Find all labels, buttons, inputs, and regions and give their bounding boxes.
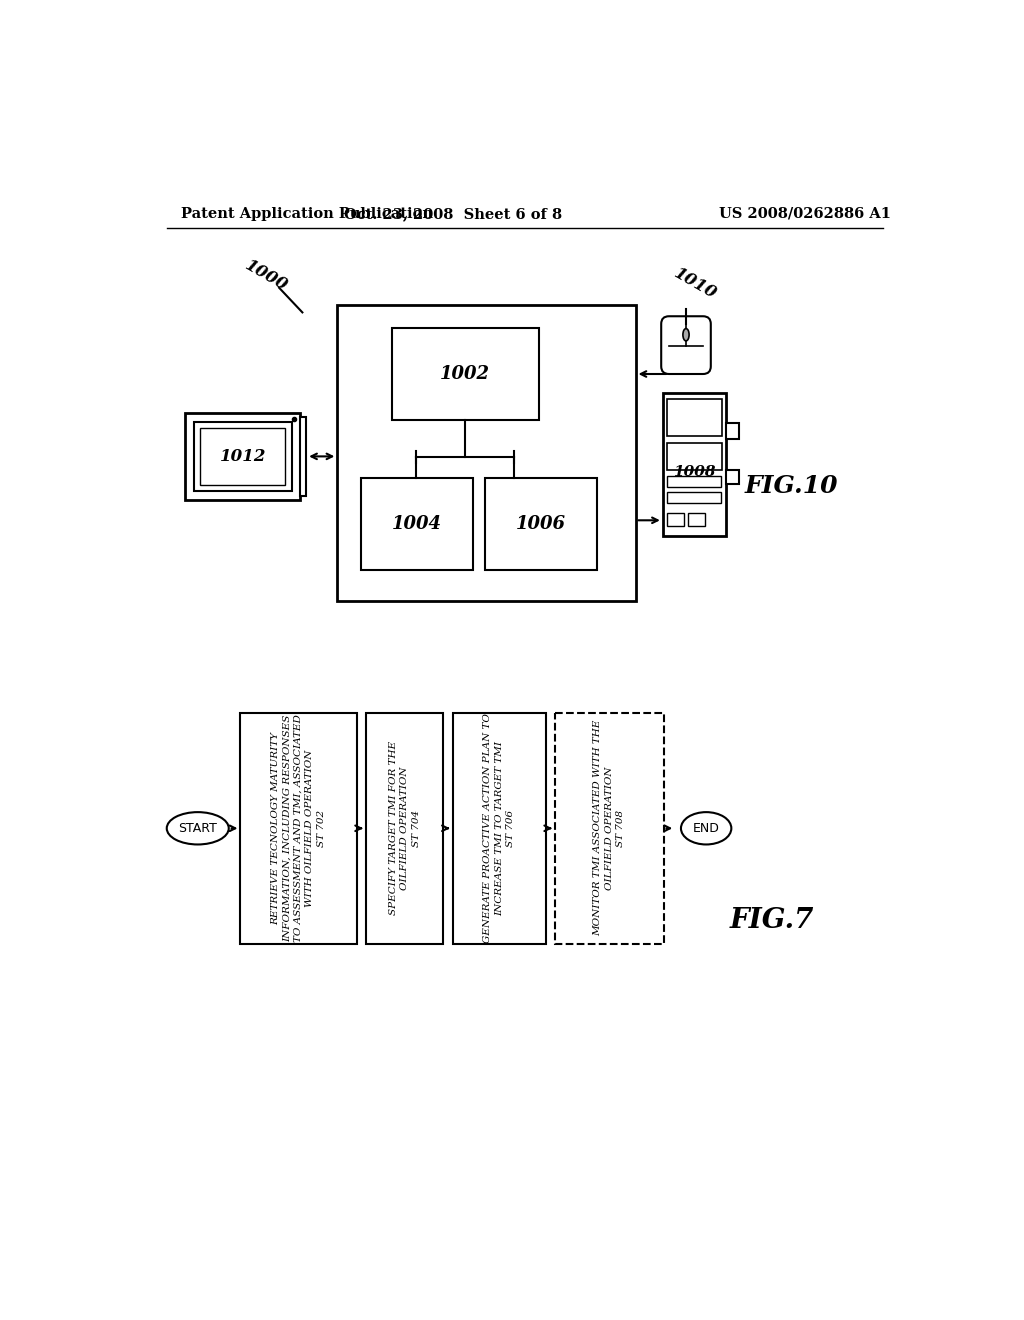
Ellipse shape [167,812,228,845]
Bar [200,428,286,484]
Text: 1010: 1010 [671,265,720,302]
Text: 1004: 1004 [392,515,441,533]
Bar [667,400,722,437]
Bar [687,512,705,527]
Bar [663,393,726,536]
Bar [484,478,597,570]
Bar [391,327,539,420]
Bar [667,492,721,503]
Bar [337,305,636,601]
Bar [366,713,443,944]
FancyBboxPatch shape [662,317,711,374]
Bar [667,512,684,527]
Text: Patent Application Publication: Patent Application Publication [180,207,433,220]
Text: MONITOR TMI ASSOCIATED WITH THE
OILFIELD OPERATION
ST 708: MONITOR TMI ASSOCIATED WITH THE OILFIELD… [593,721,626,936]
Text: US 2008/0262886 A1: US 2008/0262886 A1 [719,207,891,220]
Text: FIG.10: FIG.10 [744,474,838,498]
Text: 1002: 1002 [440,366,490,383]
Bar [194,422,292,491]
Text: SPECIFY TARGET TMI FOR THE
OILFIELD OPERATION
ST 704: SPECIFY TARGET TMI FOR THE OILFIELD OPER… [389,742,421,915]
Ellipse shape [681,812,731,845]
Text: FIG.7: FIG.7 [729,907,814,935]
Bar [185,413,300,499]
Text: START: START [178,822,217,834]
Ellipse shape [683,329,689,341]
Bar [241,713,356,944]
Text: Oct. 23, 2008  Sheet 6 of 8: Oct. 23, 2008 Sheet 6 of 8 [344,207,562,220]
Bar [555,713,664,944]
Bar [360,478,473,570]
Bar [726,422,738,440]
Bar [667,444,722,470]
Bar [453,713,546,944]
Bar [726,470,738,484]
Text: 1006: 1006 [516,515,565,533]
Bar [300,417,306,496]
Text: END: END [692,822,720,834]
Text: GENERATE PROACTIVE ACTION PLAN TO
INCREASE TMI TO TARGET TMI
ST 706: GENERATE PROACTIVE ACTION PLAN TO INCREA… [483,713,515,944]
Bar [667,477,721,487]
Text: 1012: 1012 [219,447,266,465]
Text: RETRIEVE TECNOLOGY MATURITY
INFORMATION, INCLUDING RESPONSES
TO ASSESSMENT AND T: RETRIEVE TECNOLOGY MATURITY INFORMATION,… [271,714,326,942]
Text: 1000: 1000 [242,257,291,296]
Text: 1008: 1008 [673,465,716,479]
